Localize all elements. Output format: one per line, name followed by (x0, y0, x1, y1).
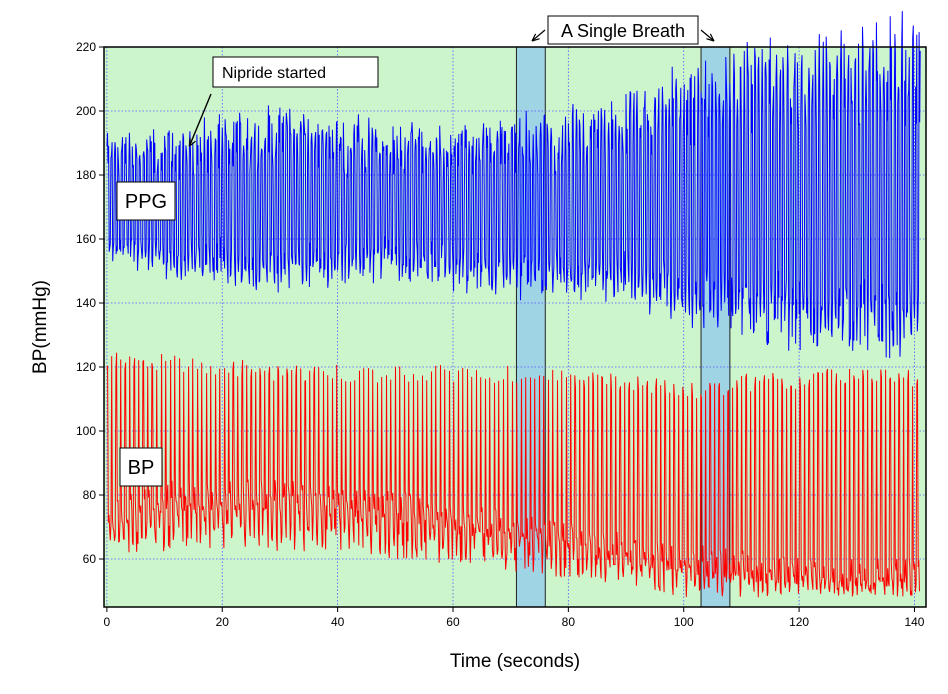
y-tick-label: 180 (76, 168, 96, 182)
breath-arrow-right (700, 29, 715, 42)
nipride-arrow (188, 93, 212, 147)
bp-label-box (119, 447, 163, 487)
y-tick-label: 200 (76, 104, 96, 118)
series-line-ppg (106, 11, 921, 359)
ppg-label-box (116, 181, 176, 221)
breath-arrowhead-left (531, 33, 540, 42)
y-tick-label: 100 (76, 424, 96, 438)
y-tick-label: 80 (83, 488, 97, 502)
x-tick-label: 80 (562, 615, 576, 629)
x-tick-label: 0 (104, 615, 111, 629)
nipride-box (212, 56, 379, 88)
y-tick-label: 160 (76, 232, 96, 246)
nipride-label: Nipride started (222, 65, 326, 82)
x-tick-label: 40 (331, 615, 345, 629)
y-tick-label: 120 (76, 360, 96, 374)
y-tick-label: 220 (76, 40, 96, 54)
y-tick-label: 140 (76, 296, 96, 310)
x-tick-label: 100 (674, 615, 694, 629)
y-axis-title: BP(mmHg) (30, 280, 51, 374)
x-axis-title: Time (seconds) (450, 651, 580, 672)
bp-series-label: BP (128, 457, 155, 479)
single-breath-box (547, 15, 699, 45)
x-tick-label: 140 (904, 615, 924, 629)
plot-frame (103, 46, 927, 608)
nipride-arrowhead (188, 138, 196, 147)
series-line-bp (106, 352, 920, 598)
breath-arrowhead-right (706, 33, 715, 42)
x-tick-label: 60 (446, 615, 460, 629)
x-tick-label: 120 (789, 615, 809, 629)
ppg-series-label: PPG (125, 191, 167, 213)
breath-arrow-left (531, 29, 546, 42)
x-tick-label: 20 (216, 615, 230, 629)
y-tick-label: 60 (83, 552, 97, 566)
single-breath-label: A Single Breath (561, 21, 685, 41)
